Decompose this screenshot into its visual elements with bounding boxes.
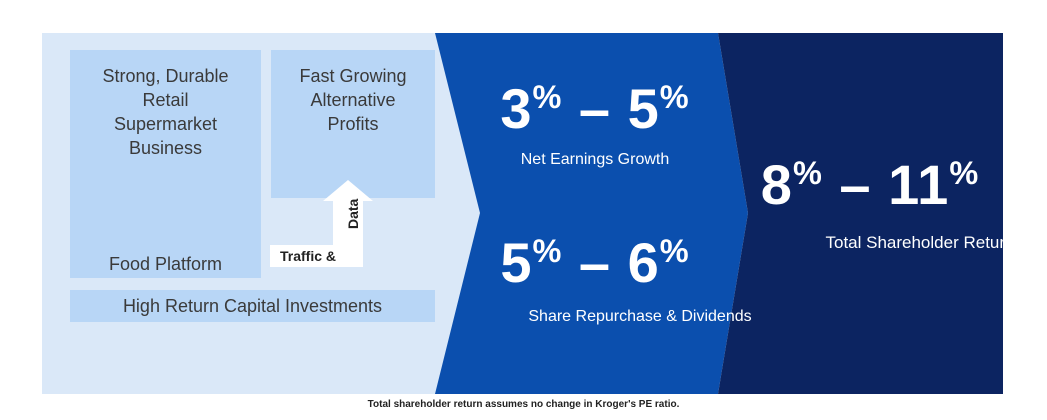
data-label: Data [345,198,361,229]
footnote: Total shareholder return assumes no chan… [367,399,680,410]
earnings-low: 3 [500,77,533,140]
tsr-high: 11 [888,153,950,216]
total-return-range: 8% – 11% [740,152,1000,217]
earnings-sep: – [578,77,612,140]
alt-box-title: Fast Growing Alternative Profits [299,66,407,134]
repurchase-high-unit: % [659,232,690,269]
food-box-title: Strong, Durable Retail Supermarket Busin… [102,66,229,158]
middle-chevron [435,33,748,394]
food-platform-label: Food Platform [108,254,223,274]
total-return-label: Total Shareholder Return [825,233,1015,252]
tsr-low: 8 [760,153,793,216]
tsr-high-unit: % [949,154,980,191]
earnings-high-unit: % [659,78,690,115]
repurchase-high: 6 [627,231,660,294]
capital-investments-box: High Return Capital Investments [70,290,435,322]
traffic-label: Traffic & [270,245,356,267]
repurchase-sep: – [578,231,612,294]
earnings-high: 5 [627,77,660,140]
earnings-low-unit: % [532,78,563,115]
tsr-low-unit: % [792,154,823,191]
food-platform-box: Strong, Durable Retail Supermarket Busin… [70,50,261,278]
alternative-profits-box: Fast Growing Alternative Profits [271,50,435,198]
right-panel [718,33,1003,394]
repurchase-low: 5 [500,231,533,294]
earnings-growth-range: 3% – 5% [470,76,720,141]
earnings-growth-label: Net Earnings Growth [520,151,670,168]
capital-label: High Return Capital Investments [122,296,383,316]
repurchase-label: Share Repurchase & Dividends [528,308,752,325]
tsr-sep: – [839,153,872,216]
repurchase-range: 5% – 6% [470,230,720,295]
repurchase-low-unit: % [532,232,563,269]
